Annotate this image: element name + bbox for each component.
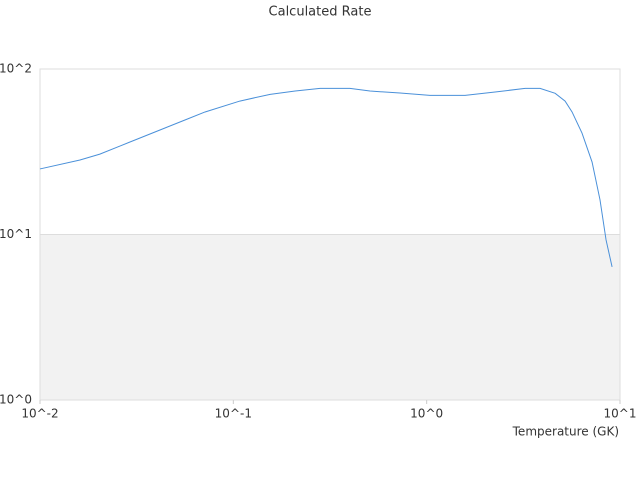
data-line [39,87,613,268]
x-tick-label: 10^-2 [21,407,58,421]
x-axis-label: Temperature (GK) [512,425,619,439]
x-tick-label: 10^-1 [215,407,252,421]
y-tick-label: 10^0 [0,393,32,407]
y-tick-label: 10^1 [0,227,32,241]
plot-band [40,234,620,400]
y-tick-label: 10^2 [0,62,32,76]
x-tick-label: 10^1 [604,407,637,421]
chart-title: Calculated Rate [269,5,372,20]
x-tick-label: 10^0 [410,407,443,421]
